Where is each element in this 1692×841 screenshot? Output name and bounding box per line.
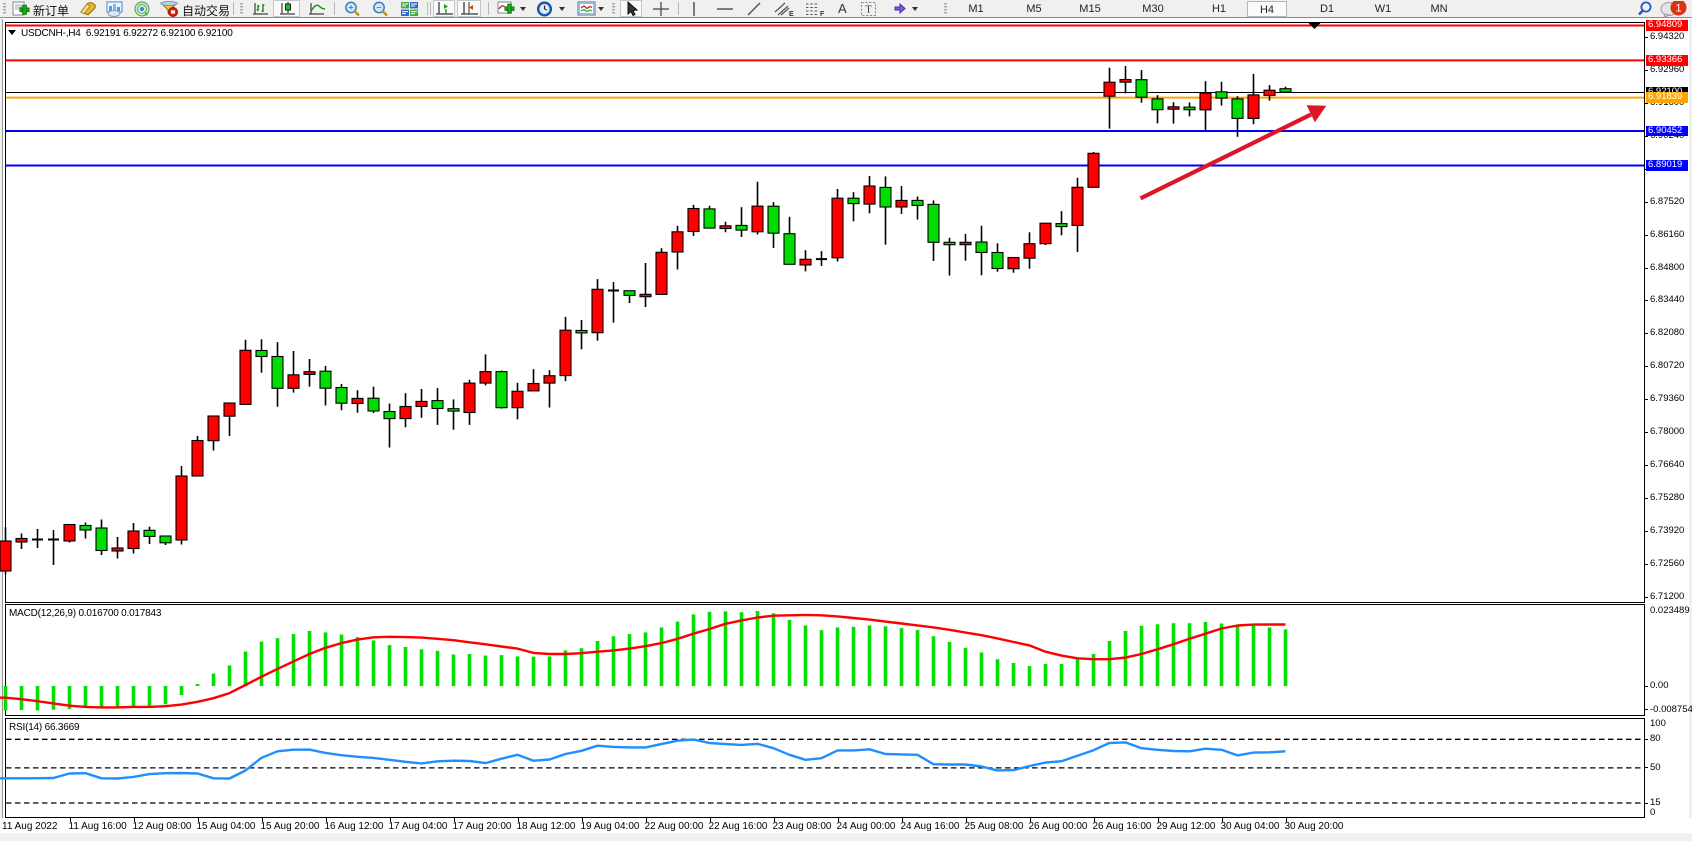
svg-text:−: − bbox=[376, 2, 381, 12]
svg-text:T: T bbox=[865, 5, 871, 16]
svg-text:+: + bbox=[348, 2, 353, 12]
svg-text:E: E bbox=[789, 11, 794, 17]
svg-text:1: 1 bbox=[1675, 3, 1681, 15]
svg-text:F: F bbox=[820, 11, 825, 17]
